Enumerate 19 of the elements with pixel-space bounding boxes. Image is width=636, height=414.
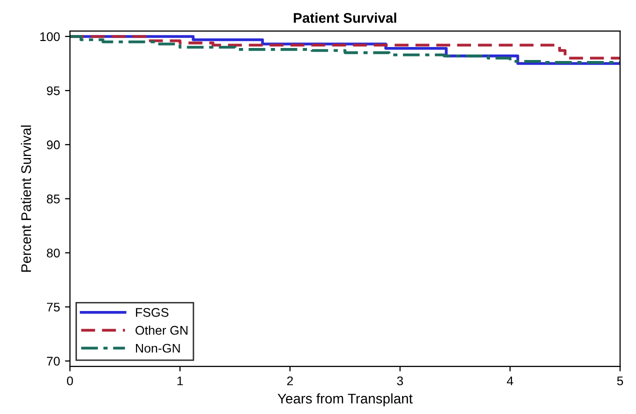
- y-axis-title: Percent Patient Survival: [20, 126, 32, 272]
- y-tick-label: 85: [46, 194, 60, 204]
- chart-title: Patient Survival: [294, 12, 396, 23]
- y-tick-label: 75: [46, 302, 60, 312]
- legend-label: Other GN: [136, 326, 188, 335]
- x-tick-label: 1: [177, 376, 183, 386]
- x-tick-label: 3: [397, 376, 403, 386]
- y-tick-label: 95: [46, 86, 60, 96]
- legend-label: Non-GN: [136, 344, 180, 353]
- x-tick-label: 4: [506, 376, 514, 386]
- x-tick-label: 0: [66, 376, 73, 386]
- y-tick-label: 80: [46, 248, 60, 258]
- y-tick-label: 100: [40, 32, 60, 42]
- x-tick-label: 5: [617, 376, 624, 386]
- y-tick-label: 70: [46, 356, 60, 366]
- x-tick-label: 2: [287, 376, 293, 386]
- x-axis-title: Years from Transplant: [278, 393, 413, 406]
- legend-label: FSGS: [136, 308, 168, 317]
- y-tick-label: 90: [46, 140, 60, 150]
